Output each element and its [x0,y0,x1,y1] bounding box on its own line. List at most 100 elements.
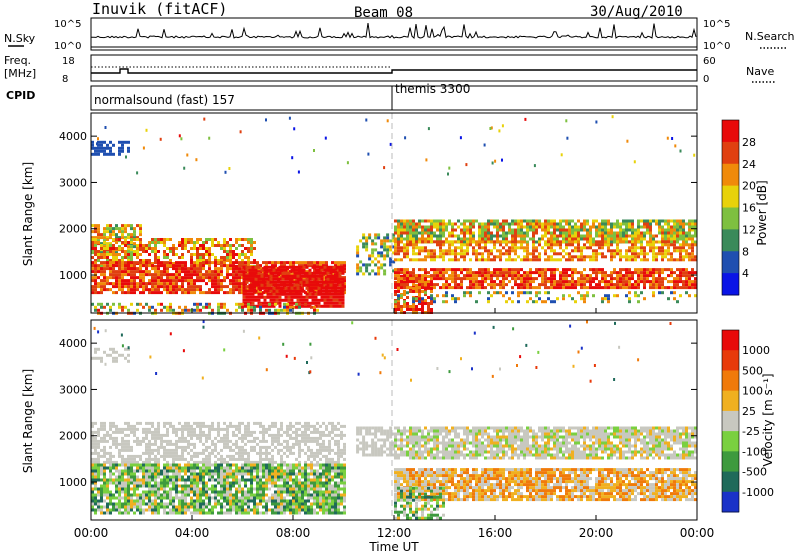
echo-cell [269,298,273,302]
echo-cell [311,283,315,287]
echo-cell [673,219,676,223]
echo-cell [106,511,109,515]
echo-cell [275,268,279,272]
echo-cell [427,249,430,253]
echo-cell [494,159,497,163]
echo-cell [118,454,121,458]
echo-cell [421,225,424,229]
echo-cell [427,305,430,308]
echo-cell [112,430,115,434]
echo-cell [247,247,250,250]
echo-cell [205,270,208,274]
echo-cell [151,448,154,452]
echo-cell [184,276,187,280]
echo-cell [325,457,328,461]
echo-cell [562,249,565,253]
echo-cell [637,252,640,256]
echo-cell [517,255,520,259]
echo-cell [104,126,107,129]
echo-cell [559,271,562,275]
echo-cell [334,264,337,268]
echo-cell [487,258,490,262]
echo-cell [308,295,312,299]
echo-cell [427,302,430,305]
echo-cell [115,469,118,473]
echo-cell [520,219,523,223]
echo-cell [148,457,151,461]
echo-cell [100,508,103,512]
echo-cell [235,288,238,292]
echo-cell [634,268,637,272]
echo-cell [257,283,261,287]
echo-cell [124,466,127,470]
echo-cell [250,247,253,250]
echo-cell [331,436,334,440]
echo-cell [172,454,175,458]
echo-cell [430,249,433,253]
echo-cell [127,484,130,488]
echo-cell [406,228,409,232]
echo-cell [418,222,421,226]
echo-cell [127,259,130,262]
echo-cell [253,436,256,440]
echo-cell [544,231,547,235]
echo-cell [130,493,133,497]
echo-cell [199,430,202,434]
echo-cell [326,295,330,299]
echo-cell [106,247,109,250]
echo-cell [271,454,274,458]
echo-cell [190,273,193,277]
echo-cell [317,286,321,290]
echo-cell [397,240,400,244]
echo-cell [574,231,577,235]
echo-cell [475,243,478,247]
echo-cell [278,298,282,302]
echo-cell [295,433,298,437]
echo-cell [553,249,556,253]
echo-cell [484,243,487,247]
echo-cell [325,448,328,452]
echo-cell [688,222,691,226]
echo-cell [297,170,300,174]
echo-cell [133,242,136,246]
echo-cell [181,267,184,271]
echo-cell [124,469,127,473]
echo-cell [631,283,634,287]
echo-cell [577,243,580,247]
echo-cell [487,252,490,256]
echo-cell [392,236,396,240]
echo-cell [175,451,178,455]
echo-cell [562,225,565,229]
echo-cell [91,466,94,470]
echo-cell [673,237,676,241]
echo-cell [598,286,601,290]
echo-cell [115,460,118,464]
echo-cell [127,140,130,144]
echo-cell [484,271,487,275]
echo-cell [103,270,106,274]
echo-cell [220,264,223,268]
echo-cell [97,267,100,271]
echo-cell [469,237,472,241]
echo-cell [490,286,493,290]
echo-cell [290,295,294,299]
echo-cell [259,454,262,458]
echo-cell [190,288,193,292]
echo-cell [424,277,427,281]
echo-cell [406,291,409,295]
echo-cell [634,249,637,253]
echo-cell [256,442,259,446]
echo-cell [157,238,160,241]
echo-cell [374,263,378,267]
echo-cell [220,261,223,265]
echo-cell [160,285,163,289]
echo-cell [601,243,604,247]
echo-cell [403,302,406,305]
echo-cell [475,258,478,262]
echo-cell [136,224,139,228]
echo-cell [469,291,472,295]
echo-cell [406,305,409,308]
echo-cell [166,454,169,458]
echo-cell [178,134,181,138]
echo-cell [646,271,649,275]
